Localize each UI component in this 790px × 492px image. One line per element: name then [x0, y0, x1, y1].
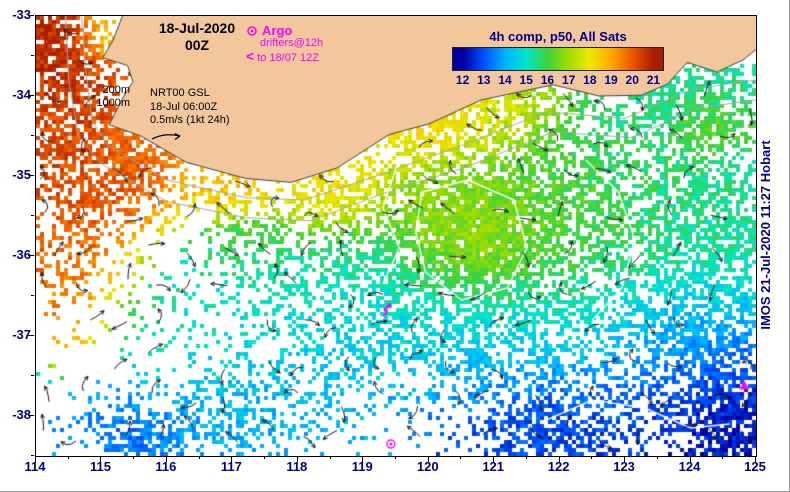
- x-tick-label: 125: [744, 459, 766, 474]
- y-tick-label: -38: [12, 407, 31, 422]
- isobath-1000m-label: 1000m: [96, 97, 130, 109]
- colorbar-tick-label: 20: [625, 73, 639, 87]
- axis-tick: [31, 455, 34, 456]
- datetime-label: 18-Jul-2020 00Z: [146, 20, 248, 54]
- date-text: 18-Jul-2020: [158, 20, 236, 36]
- sst-map-canvas: [36, 16, 756, 456]
- argo-legend: Argo drifters@12h < to 18/07 12Z: [246, 24, 323, 65]
- axis-tick: [329, 456, 331, 459]
- argo-label: Argo: [262, 23, 293, 38]
- x-tick-label: 120: [416, 459, 439, 474]
- axis-tick: [624, 456, 626, 462]
- x-tick-label: 114: [24, 459, 46, 474]
- x-tick-label: 116: [155, 459, 177, 474]
- axis-tick: [28, 95, 34, 96]
- x-tick-label: 115: [89, 459, 111, 474]
- y-tick-label: -36: [12, 247, 31, 262]
- axis-tick: [198, 456, 200, 459]
- colorbar-tick-label: 21: [646, 73, 661, 87]
- axis-tick: [296, 456, 298, 462]
- axis-tick: [558, 456, 560, 462]
- axis-tick: [525, 456, 527, 459]
- colorbar-ticks: 12 13 14 15 16 17 18 19 20 21: [452, 73, 664, 87]
- x-tick-label: 122: [547, 459, 570, 474]
- y-tick-label: -33: [12, 7, 31, 22]
- axis-tick: [35, 456, 36, 462]
- x-tick-label: 123: [613, 459, 635, 474]
- axis-tick: [754, 456, 756, 462]
- gsl-scale-label: 0.5m/s (1kt 24h): [150, 114, 230, 126]
- axis-tick: [31, 215, 34, 216]
- axis-tick: [133, 456, 135, 459]
- gsl-time-label: 18-Jul 06:00Z: [150, 100, 218, 113]
- axis-tick: [100, 456, 102, 462]
- axis-tick: [165, 456, 167, 462]
- colorbar-tick-label: 14: [498, 73, 512, 87]
- axis-tick: [31, 295, 34, 296]
- axis-tick: [67, 456, 69, 459]
- axis-tick: [28, 415, 34, 416]
- axis-tick: [28, 255, 34, 256]
- x-tick-label: 117: [220, 459, 242, 474]
- axis-tick: [28, 15, 34, 16]
- gsl-name-label: NRT00 GSL: [150, 87, 210, 99]
- colorbar-title: 4h comp, p50, All Sats: [489, 29, 627, 44]
- axis-tick: [591, 456, 593, 459]
- axis-tick: [31, 135, 34, 136]
- colorbar-tick-label: 16: [540, 73, 555, 87]
- colorbar-tick-label: 12: [455, 73, 470, 87]
- x-tick-label: 124: [678, 459, 701, 474]
- axis-tick: [28, 175, 34, 176]
- argo-symbol-icon: [247, 25, 257, 36]
- gsl-legend: NRT00 GSL 18-Jul 06:00Z 0.5m/s (1kt 24h): [150, 87, 229, 143]
- map-frame: [35, 15, 757, 457]
- isobath-labels: 200m 1000m: [86, 84, 130, 110]
- axis-tick: [362, 456, 364, 462]
- axis-tick: [31, 375, 34, 376]
- axis-tick: [656, 456, 658, 459]
- x-tick-label: 119: [351, 459, 373, 474]
- axis-tick: [394, 456, 396, 459]
- gsl-scale-arrow-icon: [151, 132, 181, 140]
- colorbar-tick-label: 19: [604, 73, 618, 87]
- colorbar-tick-label: 18: [583, 73, 597, 87]
- y-tick-label: -34: [12, 87, 31, 102]
- y-tick-label: -35: [12, 167, 31, 182]
- drifters-label: drifters@12h: [260, 37, 324, 49]
- axis-tick: [28, 335, 34, 336]
- watermark-text: IMOS 21-Jul-2020 11:27 Hobart: [758, 140, 773, 330]
- colorbar-tick-label: 17: [561, 73, 576, 87]
- drifter-symbol: <: [246, 48, 255, 64]
- x-tick-label: 118: [286, 459, 308, 474]
- drifters-until-label: to 18/07 12Z: [257, 52, 319, 64]
- axis-tick: [460, 456, 462, 459]
- axis-tick: [31, 55, 34, 56]
- axis-tick: [264, 456, 266, 459]
- axis-tick: [427, 456, 429, 462]
- colorbar-tick-label: 13: [477, 73, 491, 87]
- y-tick-label: -37: [12, 327, 31, 342]
- axis-tick: [231, 456, 233, 462]
- axis-tick: [722, 456, 724, 459]
- isobath-200m-label: 200m: [102, 84, 130, 96]
- axis-tick: [689, 456, 691, 462]
- axis-tick: [493, 456, 495, 462]
- time-text: 00Z: [184, 37, 210, 53]
- x-tick-label: 121: [482, 459, 505, 474]
- colorbar-gradient: [452, 47, 664, 71]
- colorbar-tick-label: 15: [519, 73, 533, 87]
